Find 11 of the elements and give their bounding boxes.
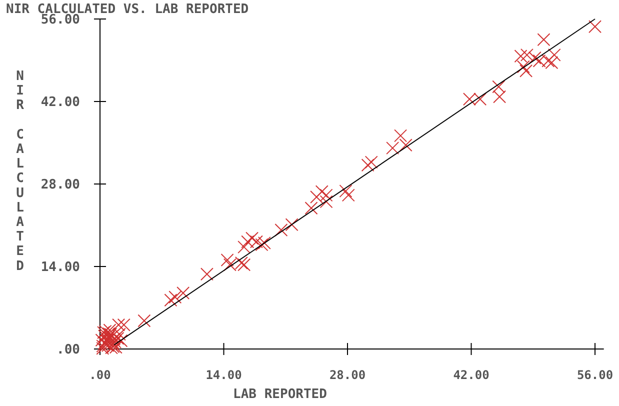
text: NIR CALCULATED [16,69,24,274]
y-tick-label: 14.00 [40,260,80,276]
x-tick-label: 56.00 [576,368,614,382]
x-axis-title: LAB REPORTED [233,387,328,402]
y-tick-label: 28.00 [40,178,80,193]
y-tick-label: .00 [56,342,80,358]
y-tick-label: 42.00 [40,95,80,110]
x-tick-label: 42.00 [453,368,490,382]
x-tick-label: .00 [89,368,111,382]
x-tick-label: 14.00 [206,368,242,382]
x-tick-label: 28.00 [329,368,366,382]
